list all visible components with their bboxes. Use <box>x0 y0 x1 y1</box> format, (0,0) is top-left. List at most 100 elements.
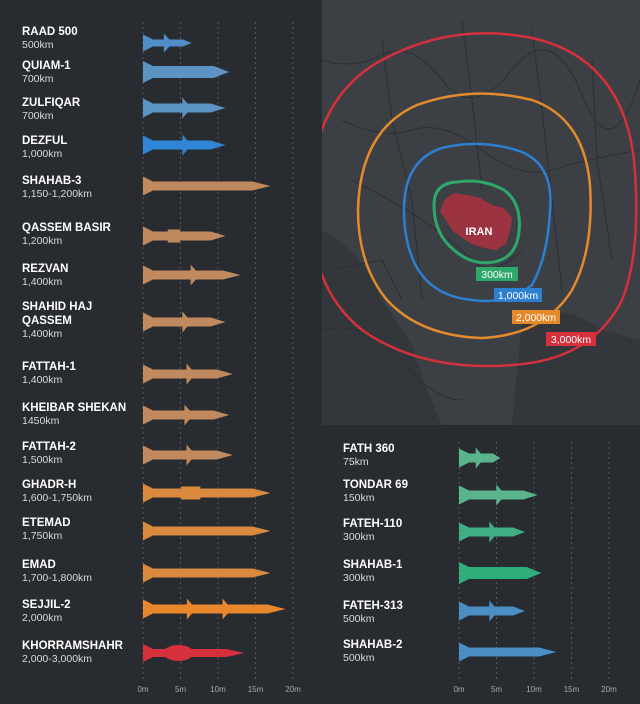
missile-quiam-1 <box>143 66 230 78</box>
missile-quiam-1-tail-fin <box>143 61 153 83</box>
missile-range: 2,000km <box>22 612 63 624</box>
ring-label-3000km: 3,000km <box>546 332 596 346</box>
missile-raad-500-mid-fin <box>163 33 173 53</box>
missile-shahab-2 <box>459 647 557 657</box>
missile-kheibar-shekan-mid-fin <box>184 404 194 426</box>
range-map: IRAN 300km 1,000km 2,000km 3,000km <box>322 0 640 425</box>
missile-name: ETEMAD <box>22 517 71 529</box>
missile-name: QASSEM BASIR <box>22 222 111 234</box>
missile-range: 500km <box>343 652 375 664</box>
missile-name: EMAD <box>22 559 56 571</box>
missile-range: 700km <box>22 73 54 85</box>
tick-label: 15m <box>248 685 264 694</box>
missile-name: DEZFUL <box>22 135 68 147</box>
ring-1000km <box>402 142 552 303</box>
tick-label: 0m <box>453 685 464 694</box>
missile-range: 1,400km <box>22 276 63 288</box>
missile-dezful-mid-fin <box>182 134 192 156</box>
missile-sejjil-2-tail-fin <box>143 599 153 619</box>
ring-label-300km: 300km <box>476 267 518 281</box>
missile-emad-tail-fin <box>143 563 153 583</box>
missile-ghadr-h-tail-fin <box>143 483 153 503</box>
missile-range: 500km <box>22 39 54 51</box>
ring-3000km <box>322 32 638 368</box>
sea-area <box>322 230 442 425</box>
missile-tondar-69-tail-fin <box>459 485 469 505</box>
missile-range: 75km <box>343 456 369 468</box>
missile-range: 1,000km <box>22 148 63 160</box>
missile-fateh-110-mid-fin <box>489 521 499 543</box>
tick-label: 5m <box>491 685 502 694</box>
svg-text:1,000km: 1,000km <box>498 290 539 302</box>
missile-shahab-1 <box>459 567 542 579</box>
svg-text:3,000km: 3,000km <box>551 334 592 346</box>
missile-ghadr-h <box>143 488 271 498</box>
missile-name: RAAD 500 <box>22 26 78 38</box>
missile-kheibar-shekan-tail-fin <box>143 405 153 425</box>
missile-etemad <box>143 526 271 536</box>
missile-range: 150km <box>343 492 375 504</box>
tick-label: 10m <box>210 685 226 694</box>
missile-range: 1,150-1,200km <box>22 188 93 200</box>
tick-label: 20m <box>601 685 617 694</box>
missile-shahid-haj-qassem-mid-fin <box>182 311 192 333</box>
missile-qassem-basir-stage <box>167 229 181 243</box>
missile-khorramshahr-warhead <box>163 645 194 661</box>
missile-name: QUIAM-1 <box>22 60 71 72</box>
svg-text:300km: 300km <box>481 269 513 281</box>
missile-fattah-1-mid-fin <box>186 363 196 385</box>
missile-name: SHAHAB-2 <box>343 639 403 651</box>
missile-shahab-1-tail-fin <box>459 562 469 584</box>
missile-fateh-110-tail-fin <box>459 522 469 542</box>
missile-zulfiqar-tail-fin <box>143 98 153 118</box>
missile-etemad-tail-fin <box>143 521 153 541</box>
missile-name: SHAHID HAJ QASSEM <box>22 301 93 327</box>
tick-label: 20m <box>285 685 301 694</box>
sea-area <box>512 312 640 425</box>
ring-2000km <box>356 92 592 340</box>
missile-fattah-2-mid-fin <box>186 444 196 466</box>
country-borders <box>322 19 640 401</box>
iran-shape <box>440 193 512 250</box>
missile-fattah-2-tail-fin <box>143 445 153 465</box>
missile-fateh-313-tail-fin <box>459 601 469 621</box>
missile-range: 1,500km <box>22 454 63 466</box>
tick-label: 10m <box>526 685 542 694</box>
missile-range: 1,700-1,800km <box>22 572 93 584</box>
missile-range: 700km <box>22 110 54 122</box>
missile-name: SEJJIL-2 <box>22 599 71 611</box>
missile-range: 2,000-3,000km <box>22 653 93 665</box>
missile-range: 1,400km <box>22 328 63 340</box>
missile-qassem-basir-tail-fin <box>143 226 153 246</box>
missile-range: 1,200km <box>22 235 63 247</box>
missile-name: SHAHAB-3 <box>22 175 82 187</box>
missile-khorramshahr-tail-fin <box>143 644 153 662</box>
missile-name: ZULFIQAR <box>22 97 81 109</box>
missile-range: 1,400km <box>22 374 63 386</box>
missile-rezvan-mid-fin <box>190 264 200 286</box>
missile-range: 300km <box>343 572 375 584</box>
tick-label: 5m <box>175 685 186 694</box>
missile-fateh-313-mid-fin <box>489 600 499 622</box>
missile-range: 1,750km <box>22 530 63 542</box>
missile-range: 300km <box>343 531 375 543</box>
missile-shahab-2-tail-fin <box>459 642 469 662</box>
missile-sejjil-2 <box>143 604 286 614</box>
missile-name: SHAHAB-1 <box>343 559 403 571</box>
missile-range: 1450km <box>22 415 60 427</box>
missile-qassem-basir <box>143 231 226 241</box>
missile-raad-500-tail-fin <box>143 34 153 52</box>
iran-label: IRAN <box>466 226 493 238</box>
ring-label-1000km: 1,000km <box>494 288 542 302</box>
missile-fath-360-mid-fin <box>475 447 485 469</box>
missile-fath-360-tail-fin <box>459 448 469 468</box>
missile-ghadr-h-stage <box>181 486 201 500</box>
missile-name: FATEH-110 <box>343 518 403 530</box>
missile-range: 500km <box>343 613 375 625</box>
missile-name: KHORRAMSHAHR <box>22 640 123 652</box>
missile-name: GHADR-H <box>22 479 77 491</box>
missile-name: KHEIBAR SHEKAN <box>22 402 127 414</box>
missile-sejjil-2-mid-fin-1 <box>186 598 196 620</box>
ring-label-2000km: 2,000km <box>512 310 560 324</box>
